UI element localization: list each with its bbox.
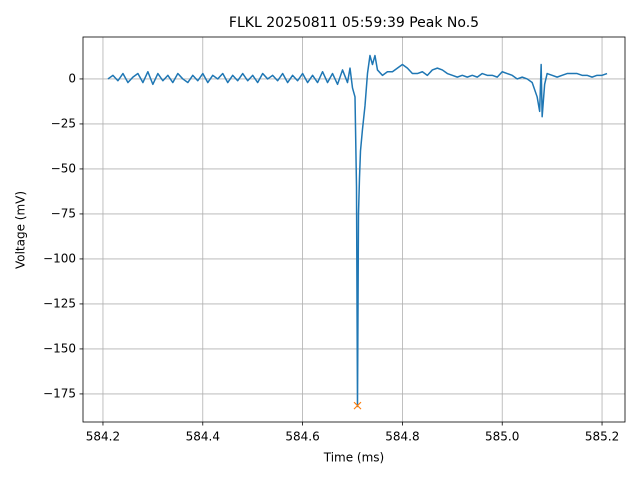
x-tick-label: 584.2 (86, 430, 120, 444)
x-tick-label: 584.4 (186, 430, 220, 444)
y-axis-label: Voltage (mV) (14, 191, 28, 269)
x-tick-label: 585.0 (485, 430, 519, 444)
y-tick-label: −75 (51, 206, 76, 220)
x-tick-label: 584.8 (385, 430, 419, 444)
y-tick-label: −100 (43, 251, 76, 265)
x-tick-label: 584.6 (285, 430, 319, 444)
peak-marker (353, 401, 362, 410)
y-tick-label: −125 (43, 296, 76, 310)
y-tick-label: −150 (43, 341, 76, 355)
data-line (107, 54, 608, 408)
y-tick-label: −50 (51, 161, 76, 175)
y-tick-label: −175 (43, 386, 76, 400)
y-tick-label: 0 (68, 71, 76, 85)
chart-title: FLKL 20250811 05:59:39 Peak No.5 (229, 15, 479, 31)
x-axis-label: Time (ms) (323, 451, 385, 465)
plot-frame (82, 36, 626, 423)
x-tick-label: 585.2 (585, 430, 619, 444)
y-tick-label: −25 (51, 116, 76, 130)
